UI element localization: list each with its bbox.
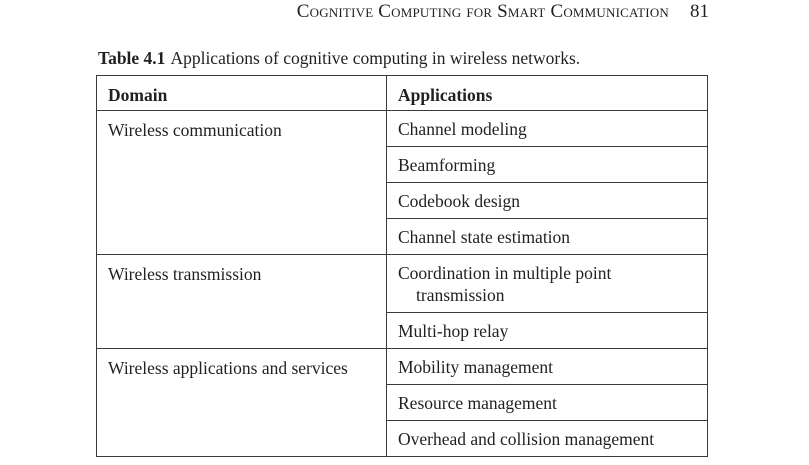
application-cell: Mobility management	[386, 348, 708, 385]
table-caption-label: Table 4.1	[98, 48, 166, 68]
running-title: Cognitive Computing for Smart Communicat…	[296, 1, 669, 22]
running-head: Cognitive Computing for Smart Communicat…	[0, 0, 809, 28]
table-header-row: Domain Applications	[96, 75, 708, 111]
table-caption: Table 4.1 Applications of cognitive compu…	[98, 48, 580, 69]
table-row: Wireless communication Channel modeling	[96, 110, 708, 255]
table-row: Codebook design	[97, 182, 708, 219]
table-row: Wireless applications and services Mobil…	[96, 348, 708, 457]
table-row: Multi-hop relay	[97, 312, 708, 349]
application-cell: Coordination in multiple point transmiss…	[386, 254, 708, 313]
table-row: Wireless transmission Coordination in mu…	[96, 254, 708, 349]
application-cell: Multi-hop relay	[386, 312, 708, 349]
header-domain: Domain	[96, 75, 387, 111]
table-row: Beamforming	[97, 146, 708, 183]
domain-cell: Wireless applications and services	[96, 348, 387, 457]
application-cell: Channel modeling	[386, 110, 708, 147]
application-cell: Beamforming	[386, 146, 708, 183]
domain-cell: Wireless transmission	[96, 254, 387, 349]
table-row: Resource management	[97, 384, 708, 421]
domain-cell: Wireless communication	[96, 110, 387, 255]
application-cell: Codebook design	[386, 182, 708, 219]
application-cell: Overhead and collision management	[386, 420, 708, 457]
application-cell: Channel state estimation	[386, 218, 708, 255]
application-cell-text: Coordination in multiple point transmiss…	[398, 263, 612, 305]
table-caption-text: Applications of cognitive computing in w…	[170, 48, 581, 68]
page-number: 81	[690, 1, 709, 22]
table-row: Overhead and collision management	[97, 420, 708, 457]
applications-table: Domain Applications Wireless communicati…	[96, 75, 708, 457]
header-applications: Applications	[386, 75, 708, 111]
application-cell: Resource management	[386, 384, 708, 421]
